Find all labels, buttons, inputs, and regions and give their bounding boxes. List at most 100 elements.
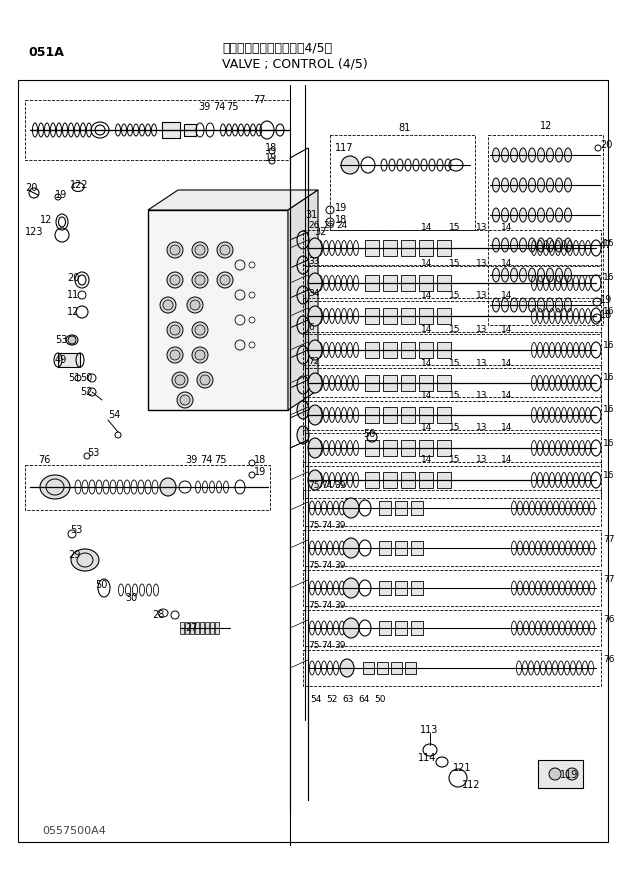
Ellipse shape — [564, 208, 572, 222]
Bar — [365, 472, 379, 488]
Circle shape — [190, 300, 200, 310]
Ellipse shape — [308, 438, 322, 458]
Bar — [18, 80, 608, 842]
Ellipse shape — [297, 426, 309, 444]
Ellipse shape — [510, 208, 518, 222]
Polygon shape — [288, 190, 318, 410]
Text: 16: 16 — [603, 238, 614, 248]
Text: 13: 13 — [476, 223, 487, 232]
Ellipse shape — [538, 268, 544, 282]
Text: 13: 13 — [476, 390, 487, 400]
Circle shape — [170, 275, 180, 285]
Text: 53: 53 — [55, 335, 68, 345]
Text: 13: 13 — [476, 326, 487, 334]
Bar — [303, 265, 601, 301]
Text: 64: 64 — [358, 696, 370, 705]
Bar — [379, 581, 391, 595]
Text: 24: 24 — [336, 222, 347, 230]
Ellipse shape — [340, 659, 354, 677]
Text: 12: 12 — [540, 121, 552, 131]
Bar — [330, 135, 475, 230]
Ellipse shape — [528, 238, 536, 252]
Ellipse shape — [556, 268, 562, 282]
Text: 74: 74 — [321, 482, 332, 491]
Bar — [303, 490, 601, 526]
Bar — [200, 622, 204, 634]
Text: 50: 50 — [95, 580, 107, 590]
Text: VALVE ; CONTROL (4/5): VALVE ; CONTROL (4/5) — [222, 58, 368, 71]
Bar — [210, 622, 214, 634]
Ellipse shape — [308, 470, 322, 490]
Ellipse shape — [528, 178, 536, 192]
Text: 12: 12 — [40, 215, 52, 225]
Text: 76: 76 — [603, 615, 614, 624]
Bar — [419, 440, 433, 456]
Bar — [303, 298, 601, 334]
Bar — [395, 501, 407, 515]
Text: 16: 16 — [603, 340, 614, 349]
Circle shape — [220, 245, 230, 255]
Text: 77: 77 — [603, 575, 614, 585]
Text: 77: 77 — [603, 535, 614, 545]
Ellipse shape — [510, 298, 518, 312]
Ellipse shape — [343, 578, 359, 598]
Circle shape — [167, 322, 183, 338]
Bar — [401, 375, 415, 391]
Bar — [401, 240, 415, 256]
Text: 72: 72 — [308, 356, 319, 366]
Ellipse shape — [341, 156, 359, 174]
Ellipse shape — [546, 238, 554, 252]
Circle shape — [68, 336, 76, 344]
Ellipse shape — [528, 208, 536, 222]
Bar — [419, 308, 433, 324]
Bar — [25, 465, 270, 510]
Ellipse shape — [510, 268, 518, 282]
Ellipse shape — [343, 538, 359, 558]
Text: 14: 14 — [421, 223, 432, 232]
Text: 14: 14 — [501, 456, 512, 464]
Text: 121: 121 — [453, 763, 471, 773]
Bar — [365, 240, 379, 256]
Text: 39: 39 — [334, 642, 345, 650]
Bar — [437, 472, 451, 488]
Text: 75: 75 — [308, 521, 319, 531]
Text: 14: 14 — [421, 326, 432, 334]
Text: 74: 74 — [321, 642, 332, 650]
Ellipse shape — [492, 298, 500, 312]
Text: 14: 14 — [501, 223, 512, 232]
Text: 63: 63 — [342, 696, 353, 705]
Text: 54: 54 — [108, 410, 120, 420]
Circle shape — [195, 350, 205, 360]
Text: 39: 39 — [198, 102, 210, 112]
Bar — [185, 622, 189, 634]
Ellipse shape — [502, 268, 508, 282]
Circle shape — [167, 347, 183, 363]
Bar — [190, 622, 194, 634]
Ellipse shape — [538, 238, 544, 252]
Text: 16: 16 — [603, 471, 614, 479]
Bar — [303, 650, 601, 686]
Bar — [215, 622, 219, 634]
Ellipse shape — [564, 178, 572, 192]
Text: 114: 114 — [418, 753, 436, 763]
Circle shape — [160, 297, 176, 313]
Bar — [383, 275, 397, 291]
Text: 15: 15 — [449, 223, 461, 232]
Ellipse shape — [492, 268, 500, 282]
Ellipse shape — [538, 298, 544, 312]
Text: バルブ；コントロール（4/5）: バルブ；コントロール（4/5） — [222, 42, 332, 54]
Text: 19: 19 — [265, 153, 277, 163]
Text: 75: 75 — [308, 482, 319, 491]
Bar — [303, 397, 601, 433]
Bar — [437, 407, 451, 423]
Text: 14: 14 — [501, 258, 512, 267]
Text: 16: 16 — [603, 273, 614, 283]
Bar — [377, 662, 388, 674]
Bar — [379, 541, 391, 555]
Text: 74: 74 — [321, 521, 332, 531]
Text: 75: 75 — [308, 601, 319, 610]
Text: 15: 15 — [449, 423, 461, 432]
Bar — [365, 407, 379, 423]
Ellipse shape — [556, 238, 562, 252]
Text: 19: 19 — [55, 190, 67, 200]
